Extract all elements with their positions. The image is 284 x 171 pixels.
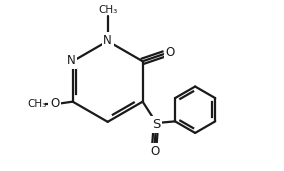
Text: O: O [166,46,175,59]
Text: O: O [50,97,59,110]
Text: S: S [152,118,160,131]
Text: CH₃: CH₃ [28,99,47,109]
Text: CH₃: CH₃ [98,5,117,15]
Text: N: N [103,34,112,47]
Text: O: O [150,145,159,158]
Text: N: N [67,54,76,67]
